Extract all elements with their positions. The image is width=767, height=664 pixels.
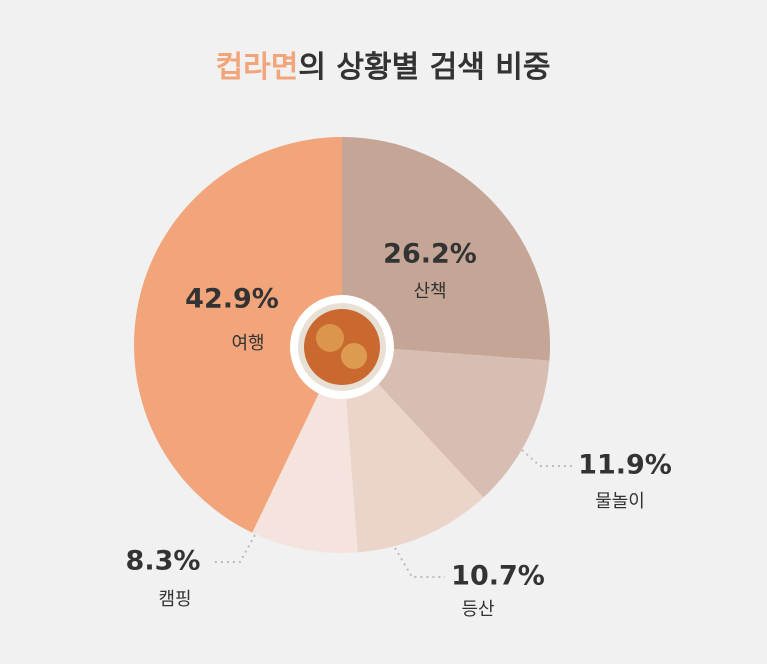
value-label: 42.9% [185, 284, 279, 315]
category-label: 등산 [461, 599, 494, 620]
value-label: 10.7% [451, 561, 545, 592]
category-label: 물놀이 [595, 491, 645, 512]
pie-slice [342, 345, 550, 498]
value-label: 26.2% [383, 239, 477, 270]
title-highlight: 컵라면 [216, 50, 299, 85]
category-label: 캠핑 [158, 589, 191, 610]
chart-title: 컵라면의 상황별 검색 비중 [216, 50, 551, 85]
noodles [316, 324, 344, 352]
noodles [341, 343, 367, 369]
category-label: 여행 [231, 333, 264, 354]
leader-line [212, 534, 256, 563]
value-label: 11.9% [578, 450, 672, 481]
pie-slice [342, 345, 484, 553]
value-label: 8.3% [126, 546, 201, 577]
leader-line [394, 547, 445, 578]
pie-slice [342, 137, 550, 361]
title-text: 의 상황별 검색 비중 [298, 50, 550, 85]
center-image [290, 295, 394, 399]
pie-slice [133, 137, 342, 533]
noodles [304, 309, 380, 385]
leader-line [521, 449, 575, 467]
leader-lines [212, 449, 575, 578]
category-label: 산책 [413, 281, 446, 302]
